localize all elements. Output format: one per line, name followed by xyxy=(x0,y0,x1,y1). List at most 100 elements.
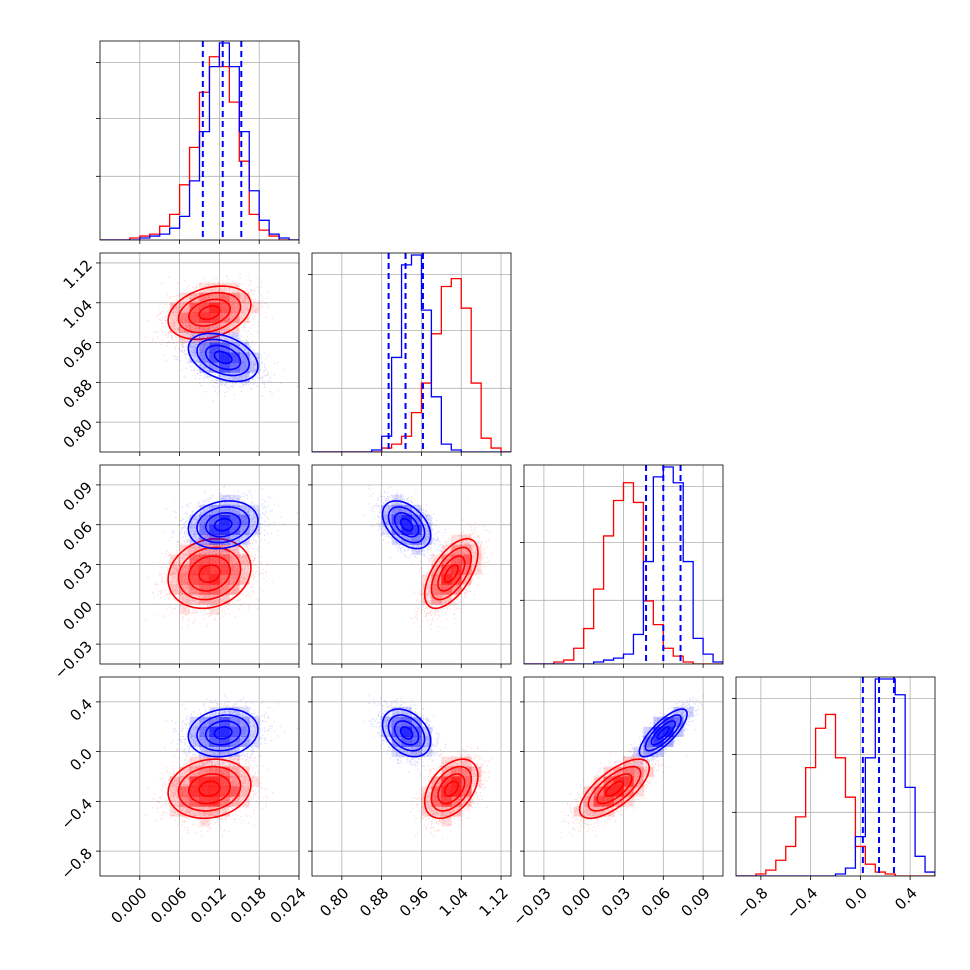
density-cell xyxy=(239,312,250,323)
density-cell xyxy=(239,514,250,525)
x-tick-label: −0.03 xyxy=(509,884,554,929)
density-cell xyxy=(239,534,250,545)
density-cell xyxy=(249,524,260,535)
contour-red xyxy=(187,555,232,592)
panel-frame xyxy=(311,676,512,877)
density-cell xyxy=(633,766,644,777)
density-cell xyxy=(179,786,190,797)
x-tick-label: 1.04 xyxy=(436,884,472,920)
density-cell xyxy=(411,534,422,545)
density-cell xyxy=(219,716,230,728)
density-cell xyxy=(239,352,250,363)
x-tick-label: 0.0 xyxy=(842,884,872,914)
density-cell xyxy=(219,534,230,545)
density-cell xyxy=(219,736,230,747)
density-cell xyxy=(169,796,180,807)
panel-frame xyxy=(735,676,936,877)
density-cell xyxy=(239,574,250,585)
density-cell xyxy=(471,554,482,565)
contour-blue xyxy=(381,708,432,758)
density-cell xyxy=(451,766,462,777)
density-cell xyxy=(239,342,250,353)
density-cell xyxy=(209,322,220,333)
density-cell xyxy=(189,322,200,333)
x-tick-label: 1.12 xyxy=(475,884,511,920)
density-cell xyxy=(603,806,614,817)
x-tick-label: 0.4 xyxy=(891,884,921,914)
density-cell xyxy=(229,342,240,353)
density-cell xyxy=(229,544,240,555)
density-cell xyxy=(199,322,210,333)
density-cell xyxy=(169,312,180,323)
density-cell xyxy=(471,766,482,777)
density-cell xyxy=(573,806,584,817)
x-tick-label: 0.018 xyxy=(227,884,270,927)
contour-red xyxy=(198,305,221,321)
x-tick-label: 0.09 xyxy=(678,884,714,920)
density-cell xyxy=(199,726,210,737)
density-cell xyxy=(391,726,402,737)
contour-red xyxy=(187,773,232,805)
contour-blue xyxy=(196,506,251,544)
density-cell xyxy=(461,796,472,807)
density-cell xyxy=(229,362,240,373)
density-cell xyxy=(421,524,432,535)
x-tick-label: 0.88 xyxy=(356,884,392,920)
density-cell xyxy=(663,736,674,747)
contour-red xyxy=(605,780,625,797)
density-cell xyxy=(461,766,472,777)
density-cell xyxy=(239,504,250,516)
contour-blue xyxy=(387,506,426,544)
density-cell xyxy=(461,574,472,585)
density-cell xyxy=(451,574,462,585)
contour-red xyxy=(437,773,466,805)
contour-red xyxy=(578,758,651,820)
contour-red xyxy=(198,780,221,797)
density-cell xyxy=(421,584,432,595)
density-cell xyxy=(239,766,250,777)
density-cell xyxy=(189,524,200,535)
density-cell xyxy=(179,604,190,615)
density-cell xyxy=(199,332,210,343)
density-cell xyxy=(219,322,230,333)
density-cell xyxy=(219,504,230,516)
density-cell xyxy=(199,504,210,516)
density-cell xyxy=(209,796,220,807)
y-tick-label: 0.00 xyxy=(60,598,96,634)
density-cell xyxy=(441,816,452,827)
density-cell xyxy=(401,746,412,757)
density-cell xyxy=(189,574,200,585)
density-cell xyxy=(219,282,230,294)
density-cell xyxy=(219,786,230,797)
density-cell xyxy=(431,796,442,807)
density-cell xyxy=(673,706,684,718)
density-cell xyxy=(209,554,220,565)
x-tick-label: 0.06 xyxy=(638,884,674,920)
contour-blue xyxy=(213,518,233,532)
contour-blue xyxy=(196,714,251,752)
density-cell xyxy=(391,504,402,516)
density-cell xyxy=(179,806,190,817)
density-cell xyxy=(441,776,452,787)
density-cell xyxy=(219,494,230,506)
density-cell xyxy=(179,766,190,777)
density-cell xyxy=(199,756,210,767)
density-cell xyxy=(209,706,220,718)
y-tick-label: −0.03 xyxy=(51,637,96,682)
contour-red xyxy=(167,758,252,820)
y-tick-label: 0.96 xyxy=(60,336,96,372)
density-cell xyxy=(189,514,200,525)
density-cell xyxy=(249,514,260,525)
contour-blue xyxy=(638,708,688,758)
density-cell xyxy=(219,292,230,304)
density-cell xyxy=(189,564,200,575)
density-cell xyxy=(169,574,180,585)
density-cell xyxy=(209,302,220,313)
x-tick-label: 0.024 xyxy=(267,884,310,927)
histogram-blue xyxy=(736,678,935,876)
density-cell xyxy=(421,574,432,585)
density-cell xyxy=(199,362,210,373)
density-cell xyxy=(199,342,210,353)
panel-1-1 xyxy=(308,252,512,456)
